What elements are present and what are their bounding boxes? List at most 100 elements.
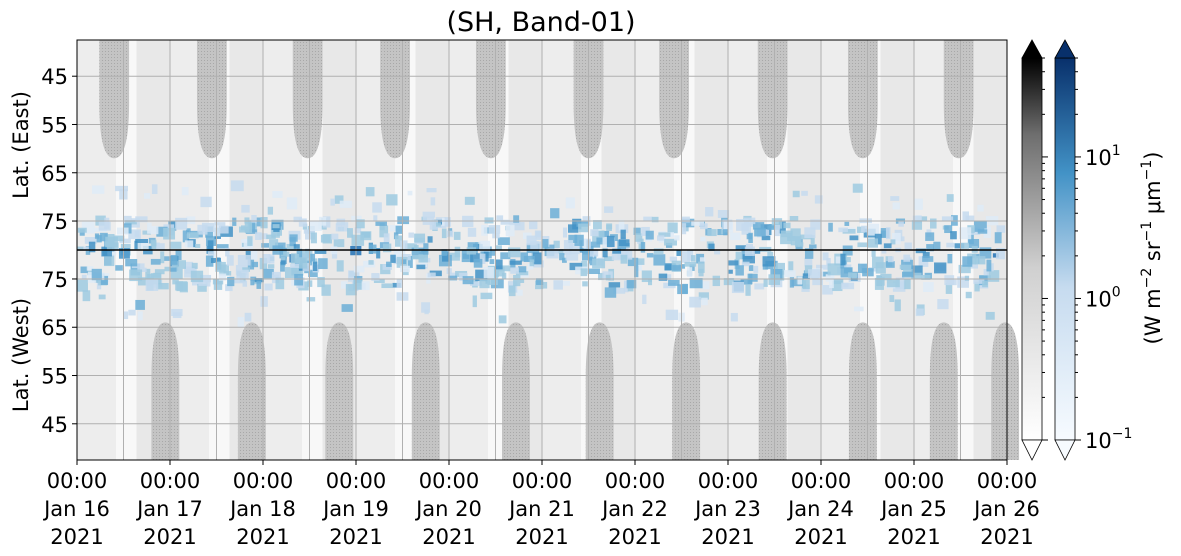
radiance-cell bbox=[596, 237, 609, 245]
radiance-cell bbox=[448, 252, 460, 261]
radiance-cell bbox=[81, 274, 87, 280]
radiance-cell bbox=[232, 217, 237, 226]
radiance-cell bbox=[515, 271, 529, 276]
masked-region-east bbox=[475, 40, 506, 159]
radiance-cell bbox=[950, 231, 957, 240]
radiance-cell bbox=[520, 252, 529, 262]
radiance-cell bbox=[789, 216, 799, 222]
radiance-cell bbox=[461, 250, 473, 263]
radiance-cell bbox=[284, 267, 298, 278]
radiance-cell bbox=[218, 273, 227, 281]
radiance-cell bbox=[582, 238, 587, 249]
radiance-cell bbox=[911, 272, 922, 279]
radiance-cell bbox=[198, 278, 208, 286]
radiance-cell bbox=[361, 281, 370, 291]
radiance-cell bbox=[256, 280, 262, 289]
radiance-cell bbox=[674, 235, 680, 241]
radiance-cell bbox=[227, 276, 235, 287]
radiance-cell bbox=[419, 258, 427, 268]
radiance-cell bbox=[720, 228, 726, 235]
y-axis-label-west: Lat. (West) bbox=[9, 298, 33, 412]
radiance-cell bbox=[874, 233, 882, 245]
radiance-cell bbox=[752, 222, 765, 230]
radiance-cell bbox=[986, 270, 1000, 282]
radiance-cell bbox=[581, 260, 588, 270]
radiance-cell bbox=[562, 227, 568, 238]
radiance-cell bbox=[653, 248, 664, 255]
radiance-cell bbox=[582, 281, 588, 287]
radiance-cell bbox=[700, 223, 708, 230]
radiance-cell bbox=[977, 229, 988, 234]
radiance-cell bbox=[810, 219, 821, 230]
radiance-cell bbox=[280, 261, 285, 272]
radiance-cell bbox=[598, 272, 605, 281]
radiance-cell bbox=[618, 219, 625, 231]
radiance-cell bbox=[816, 264, 829, 270]
radiance-cell bbox=[386, 194, 398, 206]
radiance-cell bbox=[336, 260, 344, 272]
radiance-cell bbox=[780, 230, 793, 238]
radiance-cell bbox=[681, 218, 695, 228]
radiance-cell bbox=[623, 280, 629, 293]
radiance-cell bbox=[974, 220, 987, 232]
radiance-cell bbox=[244, 312, 252, 322]
radiance-cell bbox=[832, 280, 843, 292]
radiance-cell bbox=[804, 248, 814, 259]
radiance-cell bbox=[841, 282, 855, 290]
radiance-cell bbox=[606, 235, 615, 248]
radiance-cell bbox=[254, 278, 264, 283]
radiance-cell bbox=[687, 250, 694, 261]
radiance-cell bbox=[736, 219, 749, 231]
radiance-cell bbox=[827, 263, 841, 276]
radiance-cell bbox=[239, 226, 249, 233]
radiance-cell bbox=[241, 204, 250, 213]
radiance-cell bbox=[334, 195, 344, 204]
masked-region-east bbox=[847, 40, 878, 159]
radiance-cell bbox=[714, 249, 721, 255]
radiance-cell bbox=[150, 226, 159, 235]
radiance-cell bbox=[454, 246, 461, 258]
radiance-cell bbox=[899, 236, 905, 242]
colorbars bbox=[1021, 39, 1076, 461]
radiance-cell bbox=[475, 269, 488, 282]
x-tick-label-date: Jan 21 bbox=[507, 497, 575, 521]
radiance-cell bbox=[230, 180, 244, 192]
radiance-cell bbox=[790, 236, 802, 246]
radiance-cell bbox=[150, 258, 161, 265]
radiance-cell bbox=[290, 263, 300, 269]
radiance-cell bbox=[390, 254, 396, 263]
radiance-cell bbox=[286, 197, 298, 210]
radiance-cell bbox=[382, 243, 392, 253]
radiance-cell bbox=[792, 190, 800, 198]
radiance-cell bbox=[797, 276, 803, 285]
masked-region-east bbox=[757, 40, 788, 159]
radiance-cell bbox=[331, 233, 339, 240]
radiance-cell bbox=[200, 196, 212, 208]
radiance-cell bbox=[371, 273, 380, 281]
radiance-cell bbox=[664, 274, 672, 281]
radiance-cell bbox=[962, 211, 970, 221]
radiance-cell bbox=[347, 228, 353, 238]
radiance-cell bbox=[814, 195, 823, 204]
radiance-cell bbox=[691, 221, 705, 226]
colorbar-label-part3: μm bbox=[1141, 180, 1165, 221]
radiance-cell bbox=[802, 280, 807, 289]
radiance-cell bbox=[170, 267, 177, 272]
radiance-cell bbox=[98, 294, 106, 300]
radiance-cell bbox=[190, 270, 204, 283]
radiance-cell bbox=[104, 254, 115, 267]
radiance-cell bbox=[280, 251, 290, 257]
radiance-cell bbox=[414, 233, 426, 243]
colorbar-grey bbox=[1021, 57, 1043, 441]
radiance-cell bbox=[172, 312, 182, 319]
radiance-cell bbox=[216, 244, 229, 249]
masked-region-east bbox=[292, 40, 323, 159]
radiance-cell bbox=[641, 226, 650, 236]
colorbar-blue bbox=[1054, 57, 1076, 441]
radiance-cell bbox=[852, 183, 863, 193]
masked-region-west bbox=[585, 322, 614, 460]
radiance-cell bbox=[583, 238, 591, 249]
radiance-cell bbox=[447, 230, 454, 238]
radiance-cell bbox=[553, 280, 563, 290]
radiance-cell bbox=[269, 239, 279, 250]
